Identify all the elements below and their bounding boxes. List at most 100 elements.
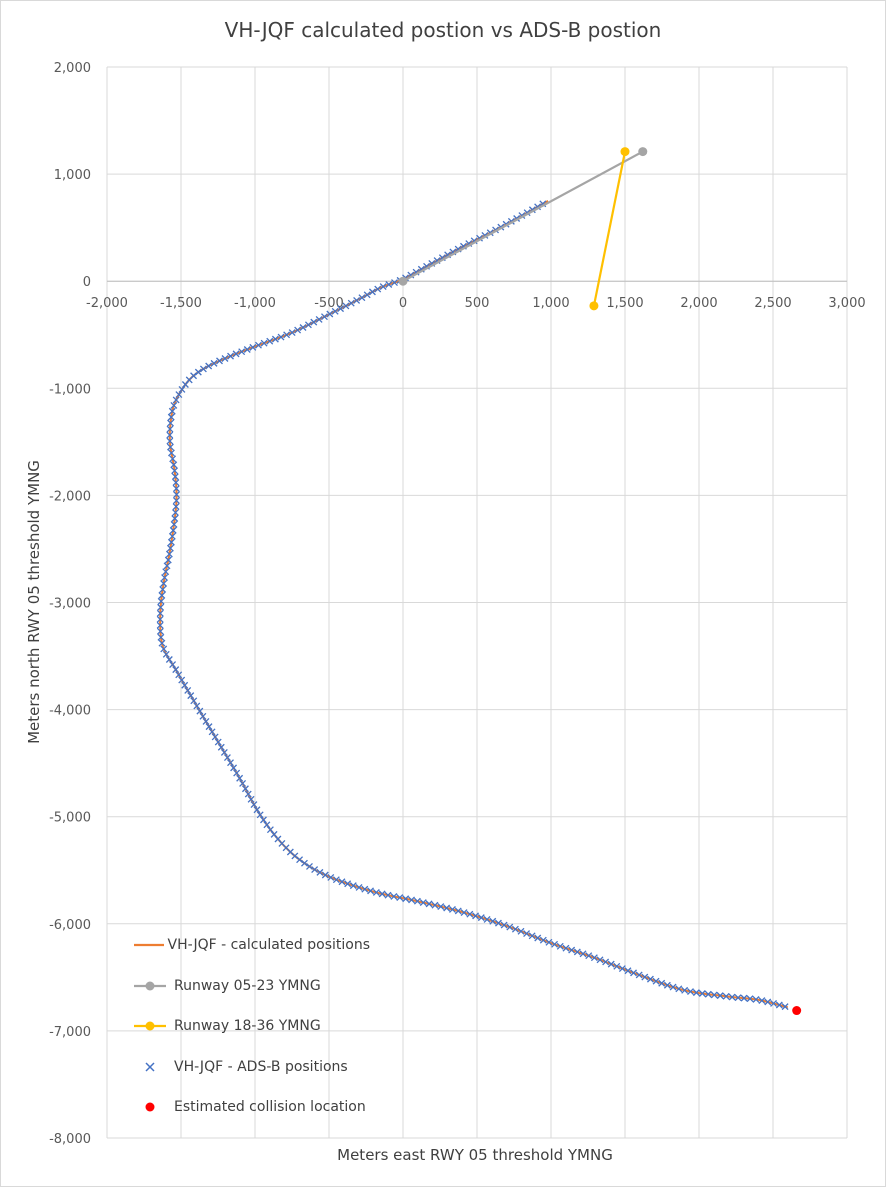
y-tick-label: -7,000 xyxy=(49,1025,91,1040)
adsb-marker xyxy=(396,894,404,902)
adsb-marker xyxy=(162,568,170,576)
legend: VH-JQF - calculated positions Runway 05-… xyxy=(130,925,370,1128)
legend-label-collision: Estimated collision location xyxy=(174,1099,366,1116)
adsb-marker xyxy=(294,326,302,334)
adsb-marker xyxy=(384,891,392,899)
adsb-marker xyxy=(227,759,234,767)
adsb-marker xyxy=(443,904,451,912)
adsb-marker xyxy=(170,520,178,528)
adsb-marker xyxy=(172,396,180,404)
x-tick-label: 0 xyxy=(399,296,407,311)
adsb-marker xyxy=(202,718,210,725)
adsb-marker xyxy=(613,962,621,970)
y-tick-label: -4,000 xyxy=(49,704,91,719)
adsb-marker xyxy=(460,909,468,916)
adsb-marker xyxy=(196,707,204,715)
adsb-marker xyxy=(263,821,271,829)
y-tick-label: -8,000 xyxy=(49,1132,91,1147)
adsb-marker xyxy=(596,956,604,964)
adsb-marker xyxy=(562,944,570,952)
adsb-marker xyxy=(770,999,778,1007)
adsb-marker xyxy=(431,901,439,909)
runway-05-23-marker xyxy=(398,276,408,286)
adsb-marker xyxy=(573,948,581,956)
adsb-marker xyxy=(349,882,357,890)
adsb-marker xyxy=(315,315,323,323)
adsb-marker xyxy=(641,973,649,981)
adsb-marker xyxy=(326,310,334,318)
adsb-marker xyxy=(630,969,638,977)
adsb-marker xyxy=(408,896,416,904)
adsb-marker xyxy=(166,431,174,439)
adsb-marker xyxy=(390,892,398,900)
adsb-marker xyxy=(607,960,615,968)
horizontal-gridlines xyxy=(107,66,847,1139)
adsb-marker xyxy=(327,873,335,881)
adsb-marker xyxy=(162,650,170,658)
adsb-marker xyxy=(181,381,189,388)
legend-label-runway-05-23: Runway 05-23 YMNG xyxy=(174,977,321,994)
adsb-marker xyxy=(304,321,312,329)
adsb-marker xyxy=(178,385,186,393)
adsb-marker xyxy=(171,515,179,522)
adsb-marker xyxy=(247,795,255,803)
adsb-marker xyxy=(385,281,393,288)
adsb-marker xyxy=(472,912,480,920)
adsb-marker xyxy=(299,324,307,331)
adsb-marker xyxy=(230,764,238,772)
x-tick-label: -2,000 xyxy=(86,296,128,311)
adsb-marker xyxy=(211,733,219,741)
adsb-marker xyxy=(590,954,598,962)
adsb-marker xyxy=(477,914,485,922)
adsb-marker xyxy=(157,603,165,611)
adsb-marker xyxy=(675,985,683,993)
adsb-marker xyxy=(244,790,252,798)
legend-label-calculated: VH-JQF - calculated positions xyxy=(167,937,370,954)
adsb-marker xyxy=(156,615,164,623)
adsb-marker xyxy=(646,975,654,983)
collision-marker xyxy=(792,1006,802,1016)
adsb-marker xyxy=(374,285,382,293)
adsb-marker xyxy=(165,656,173,663)
adsb-marker xyxy=(171,467,179,475)
adsb-marker xyxy=(175,671,183,679)
adsb-marker xyxy=(568,946,576,954)
adsb-marker xyxy=(277,333,285,341)
runway-18-36-marker xyxy=(620,147,630,157)
adsb-marker xyxy=(781,1003,789,1011)
adsb-marker xyxy=(466,910,474,918)
adsb-marker xyxy=(214,738,222,746)
legend-item-collision: Estimated collision location xyxy=(130,1087,370,1128)
runway-05-23-line xyxy=(402,150,644,283)
y-axis-title: Meters north RWY 05 threshold YMNG xyxy=(25,460,43,744)
adsb-marker xyxy=(449,905,456,913)
adsb-marker xyxy=(752,996,760,1003)
adsb-marker xyxy=(160,580,168,587)
adsb-marker xyxy=(402,895,410,903)
x-tick-label: -1,000 xyxy=(234,296,276,311)
calculated-positions-line xyxy=(159,200,789,1009)
adsb-marker xyxy=(585,952,593,960)
adsb-marker xyxy=(534,934,542,942)
adsb-marker xyxy=(172,485,180,493)
adsb-marker xyxy=(171,473,179,481)
adsb-marker xyxy=(500,921,508,929)
adsb-marker xyxy=(391,279,398,287)
adsb-marker xyxy=(602,958,610,966)
adsb-marker xyxy=(734,994,742,1002)
adsb-marker xyxy=(239,779,247,787)
adsb-marker xyxy=(166,437,174,445)
adsb-marker xyxy=(170,401,178,409)
adsb-marker xyxy=(618,965,626,972)
adsb-marker xyxy=(199,365,207,373)
adsb-marker xyxy=(194,368,202,376)
adsb-marker xyxy=(166,425,174,433)
adsb-marker xyxy=(172,497,180,505)
adsb-marker xyxy=(528,932,536,940)
adsb-marker xyxy=(306,863,313,870)
adsb-marker xyxy=(156,609,164,617)
adsb-marker xyxy=(210,359,218,367)
adsb-marker xyxy=(311,866,319,874)
y-tick-label: -2,000 xyxy=(49,489,91,504)
adsb-marker xyxy=(716,992,724,1000)
